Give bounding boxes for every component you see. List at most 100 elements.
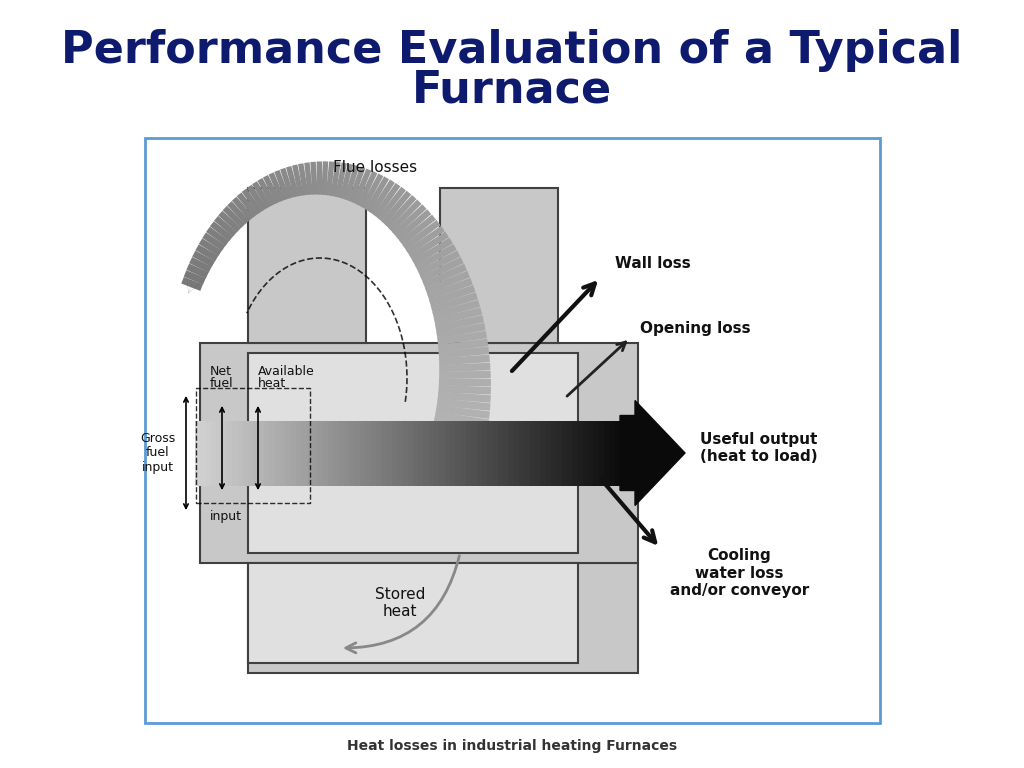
Bar — [567, 421, 572, 485]
Polygon shape — [420, 257, 464, 283]
Bar — [259, 421, 264, 485]
Bar — [524, 421, 530, 485]
Bar — [614, 421, 621, 485]
Bar — [551, 421, 557, 485]
Polygon shape — [356, 170, 378, 207]
Polygon shape — [415, 244, 457, 271]
Text: Heat losses in industrial heating Furnaces: Heat losses in industrial heating Furnac… — [347, 739, 677, 753]
Polygon shape — [316, 161, 323, 194]
Bar — [391, 421, 397, 485]
Polygon shape — [437, 331, 487, 346]
Polygon shape — [343, 165, 359, 200]
Polygon shape — [438, 339, 488, 352]
Bar — [594, 421, 599, 485]
Bar — [519, 421, 525, 485]
Polygon shape — [434, 412, 489, 427]
Bar — [583, 421, 589, 485]
Polygon shape — [433, 418, 488, 435]
Polygon shape — [339, 164, 353, 199]
Polygon shape — [322, 161, 329, 195]
Bar — [264, 421, 270, 485]
Bar — [466, 421, 472, 485]
Bar — [248, 188, 366, 343]
Polygon shape — [281, 168, 295, 199]
Bar — [201, 421, 206, 485]
Bar — [344, 421, 349, 485]
Bar — [317, 421, 323, 485]
Polygon shape — [381, 190, 412, 225]
Bar — [604, 421, 610, 485]
Text: input: input — [210, 510, 242, 523]
Polygon shape — [352, 169, 372, 204]
Polygon shape — [437, 392, 490, 402]
Polygon shape — [436, 323, 485, 339]
Text: Cooling
water loss
and/or conveyor: Cooling water loss and/or conveyor — [670, 548, 809, 598]
Text: heat: heat — [258, 377, 287, 390]
Bar — [434, 421, 440, 485]
Text: Useful output
(heat to load): Useful output (heat to load) — [700, 432, 817, 464]
Bar — [487, 421, 493, 485]
Polygon shape — [210, 221, 233, 241]
Bar — [221, 421, 227, 485]
Bar — [561, 421, 567, 485]
Polygon shape — [331, 162, 341, 197]
Bar — [556, 421, 562, 485]
Bar — [476, 421, 482, 485]
Polygon shape — [186, 263, 209, 279]
Text: Gross
fuel
input: Gross fuel input — [140, 432, 176, 475]
Bar — [238, 421, 244, 485]
Polygon shape — [412, 237, 453, 266]
Polygon shape — [203, 233, 225, 251]
Bar — [296, 421, 302, 485]
Polygon shape — [437, 399, 490, 411]
Polygon shape — [298, 164, 308, 196]
Bar — [599, 421, 604, 485]
Bar — [274, 421, 281, 485]
Polygon shape — [388, 200, 422, 233]
Bar — [429, 421, 434, 485]
Bar — [498, 421, 504, 485]
Polygon shape — [292, 164, 304, 197]
Bar — [535, 421, 541, 485]
Bar — [440, 188, 558, 343]
Bar — [424, 421, 429, 485]
Bar — [328, 421, 334, 485]
Bar — [386, 421, 392, 485]
Polygon shape — [196, 244, 218, 262]
Polygon shape — [252, 181, 271, 208]
Polygon shape — [231, 197, 254, 220]
Bar — [269, 421, 275, 485]
Bar — [408, 421, 414, 485]
Bar — [376, 421, 381, 485]
Bar — [546, 421, 552, 485]
Bar — [609, 421, 615, 485]
Bar — [145, 138, 880, 723]
Polygon shape — [274, 170, 290, 200]
Bar — [482, 421, 487, 485]
Bar — [503, 421, 509, 485]
Bar — [381, 421, 387, 485]
Polygon shape — [227, 201, 250, 224]
Polygon shape — [392, 204, 427, 237]
Polygon shape — [431, 293, 478, 313]
Polygon shape — [432, 300, 480, 319]
Polygon shape — [409, 232, 449, 260]
Bar — [280, 421, 286, 485]
Bar — [471, 421, 477, 485]
Text: Flue losses: Flue losses — [333, 161, 417, 176]
Bar — [323, 421, 329, 485]
Bar — [232, 421, 238, 485]
Bar — [248, 563, 638, 673]
Polygon shape — [181, 277, 203, 291]
Bar — [493, 421, 499, 485]
Bar — [572, 421, 578, 485]
Polygon shape — [365, 177, 389, 212]
Bar — [514, 421, 519, 485]
Polygon shape — [385, 195, 417, 229]
Bar — [291, 421, 296, 485]
Text: Furnace: Furnace — [412, 68, 612, 111]
Polygon shape — [418, 250, 460, 276]
Polygon shape — [369, 180, 395, 215]
Polygon shape — [218, 210, 241, 233]
Bar — [439, 421, 445, 485]
